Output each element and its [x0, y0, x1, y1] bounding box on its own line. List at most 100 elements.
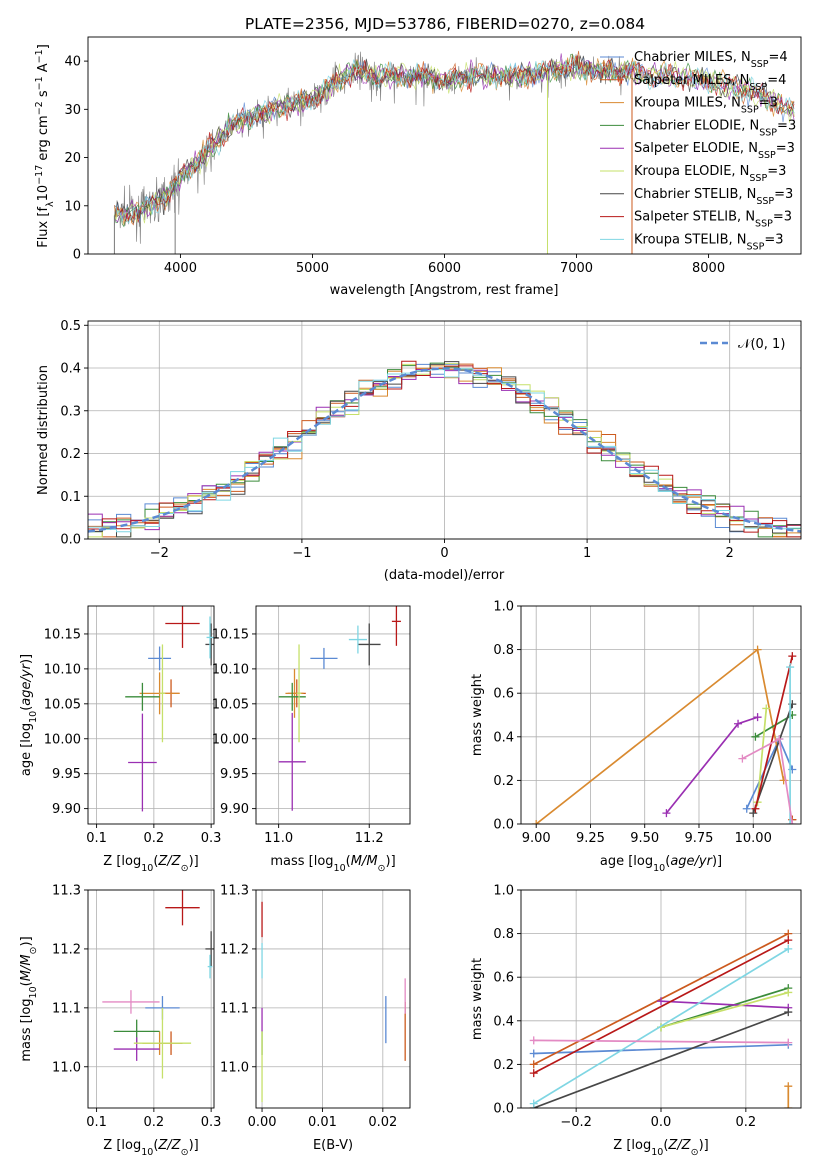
mass-vs-Z-ytick-label: 11.1: [52, 1001, 81, 1016]
spectrum-ytick-label: 40: [64, 55, 81, 70]
weight-vs-Z-xlabel: Z [log10(Z/Z⊙)]: [613, 1138, 708, 1158]
legend-label-1: Salpeter MILES, NSSP=4: [634, 73, 786, 93]
weight-vs-age-xtick-label: 9.50: [630, 831, 659, 846]
age-vs-mass-panel: 11.0 11.2 9.90 9.95 10.00 10.05 10.10 10.15 mass…: [212, 605, 411, 874]
weight-vs-age-plot-area: [532, 645, 797, 824]
weight-vs-age-ytick-label: 1.0: [493, 600, 514, 615]
mass-vs-Z-xlabel-part: )]: [189, 1138, 199, 1153]
legend-label-7-part: =3: [773, 210, 792, 225]
age-vs-Z-ytick-label: 10.00: [44, 732, 81, 747]
legend-label-2-part: Kroupa MILES, N: [634, 96, 741, 111]
weight-point-marker: [742, 804, 751, 813]
age-vs-mass-xtick-label: 11.2: [355, 831, 384, 846]
legend-label-7-part: SSP: [755, 218, 773, 229]
mass-vs-Z-xlabel-part: (: [153, 1138, 158, 1153]
weight-point-marker: [784, 1008, 793, 1017]
legend-label-1-part: =4: [767, 73, 786, 88]
spectrum-ylabel-part: −17: [34, 165, 45, 185]
mass-vs-EBV-plot-area: [261, 901, 406, 1103]
weight-series-line: [533, 1011, 789, 1108]
weight-point-marker: [738, 754, 747, 763]
weight-vs-age-xlabel-part: )]: [712, 854, 722, 869]
mass-vs-EBV-ytick-label: 11.1: [220, 1001, 249, 1016]
age-vs-mass-xlabel-part: )]: [386, 854, 396, 869]
age-vs-mass-ytick-label: 10.05: [212, 697, 249, 712]
mass-vs-Z-xlabel-part: 10: [141, 1147, 153, 1158]
weight-vs-Z-xlabel-part: 10: [651, 1147, 663, 1158]
weight-vs-age-xlabel-part: age [log: [600, 854, 653, 869]
weight-series-line: [660, 991, 789, 1029]
spectrum-xlabel: wavelength [Angstrom, rest frame]: [330, 283, 559, 298]
weight-point-marker: [532, 820, 541, 824]
residuals-ytick-label: 0.5: [60, 319, 81, 334]
spectrum-ytick-label: 0: [73, 248, 81, 263]
weight-vs-age-xlabel-part: age/yr: [670, 854, 713, 869]
age-vs-Z-ylabel-part: )]: [19, 654, 34, 664]
residuals-plot-area: [88, 360, 801, 538]
age-vs-Z-xtick-label: 0.3: [201, 831, 222, 846]
age-vs-mass-plot-area: [278, 606, 401, 811]
legend-label-0-part: =4: [769, 50, 788, 65]
residuals-ytick-label: 0.2: [60, 447, 81, 462]
mass-vs-EBV-ytick-label: 11.3: [220, 884, 249, 899]
legend-label-5-part: =3: [767, 164, 786, 179]
mass-vs-EBV-xtick-label: 0.02: [368, 1115, 397, 1130]
weight-vs-age-panel: 9.00 9.25 9.50 9.75 10.00 0.0 0.2 0.4 0.6 0.8 1.0 a…: [470, 600, 802, 874]
spectrum-ylabel-part: −2: [34, 101, 45, 115]
legend-label-3: Chabrier ELODIE, NSSP=3: [634, 118, 796, 138]
mass-vs-Z-plot-area: [102, 890, 214, 1079]
figure-title: PLATE=2356, MJD=53786, FIBERID=0270, z=0…: [245, 15, 645, 33]
age-vs-Z-ytick-label: 9.95: [52, 767, 81, 782]
weight-vs-age-frame: [520, 605, 802, 825]
legend-label-2-part: =3: [759, 96, 778, 111]
model-spectrum-line: [114, 58, 795, 224]
weight-series-line: [533, 939, 789, 1074]
mass-vs-EBV-ytick-label: 11.0: [220, 1060, 249, 1075]
legend-label-5-part: Kroupa ELODIE, N: [634, 164, 749, 179]
mass-vs-Z-xlabel-part: ⊙: [181, 1147, 189, 1158]
residuals-ytick-label: 0.4: [60, 362, 81, 377]
mass-vs-EBV-ytick-label: 11.2: [220, 942, 249, 957]
legend-label-2: Kroupa MILES, NSSP=3: [634, 96, 778, 116]
age-vs-Z-xlabel-part: )]: [189, 854, 199, 869]
weight-point-marker: [753, 645, 762, 654]
weight-vs-Z-xtick-label: 0.0: [651, 1115, 672, 1130]
weight-point-marker: [784, 1038, 793, 1047]
weight-series-line: [754, 655, 794, 809]
spectrum-ylabel-part: Flux [f: [36, 207, 51, 248]
legend-label-8: Kroupa STELIB, NSSP=3: [634, 232, 784, 252]
age-vs-Z-xtick-label: 0.2: [144, 831, 165, 846]
weight-vs-age-ytick-label: 0.6: [493, 687, 514, 702]
weight-point-marker: [657, 997, 665, 1006]
age-vs-mass-xlabel-part: ⊙: [378, 863, 386, 874]
weight-vs-Z-xlabel-part: ⊙: [691, 1147, 699, 1158]
age-vs-Z-xlabel-part: (: [153, 854, 158, 869]
age-vs-Z-xlabel-part: Z/Z: [157, 854, 181, 869]
residuals-xtick-label: 0: [440, 546, 448, 561]
age-vs-mass-xlabel-part: (: [346, 854, 351, 869]
mass-vs-Z-ytick-label: 11.0: [52, 1060, 81, 1075]
age-vs-Z-ytick-label: 10.10: [44, 662, 81, 677]
weight-point-marker: [788, 820, 797, 824]
residuals-panel: −2 −1 0 1 2 0.0 0.1 0.2 0.3 0.4 0.5 𝒩(0, 1) (data-mo…: [36, 319, 802, 583]
normal-reference-curve: [88, 367, 801, 533]
weight-series-line: [756, 708, 768, 803]
age-vs-Z-ylabel-part: age/yr: [19, 662, 34, 705]
weight-point-marker: [786, 663, 795, 672]
weight-vs-age-xlabel-part: (: [665, 854, 670, 869]
age-vs-Z-xlabel-part: Z [log: [103, 854, 141, 869]
weight-vs-Z-xlabel-part: Z/Z: [667, 1138, 691, 1153]
weight-vs-age-xlabel: age [log10(age/yr)]: [600, 854, 722, 874]
age-vs-Z-xlabel-part: ⊙: [181, 863, 189, 874]
residuals-xtick-label: 2: [726, 546, 734, 561]
age-vs-mass-xlabel-part: mass [log: [270, 854, 333, 869]
age-vs-Z-frame: [87, 605, 215, 825]
residuals-xlabel: (data-model)/error: [384, 568, 505, 583]
residuals-xtick-label: 1: [583, 546, 591, 561]
mass-vs-Z-panel: 0.1 0.2 0.311.011.111.211.3Z [log10(Z/Z⊙)]…: [19, 884, 221, 1158]
age-vs-mass-ytick-label: 10.10: [212, 662, 249, 677]
legend-label-6-part: Chabrier STELIB, N: [634, 187, 756, 202]
legend-label-4-part: Salpeter ELODIE, N: [634, 141, 758, 156]
weight-point-marker: [529, 1069, 538, 1078]
